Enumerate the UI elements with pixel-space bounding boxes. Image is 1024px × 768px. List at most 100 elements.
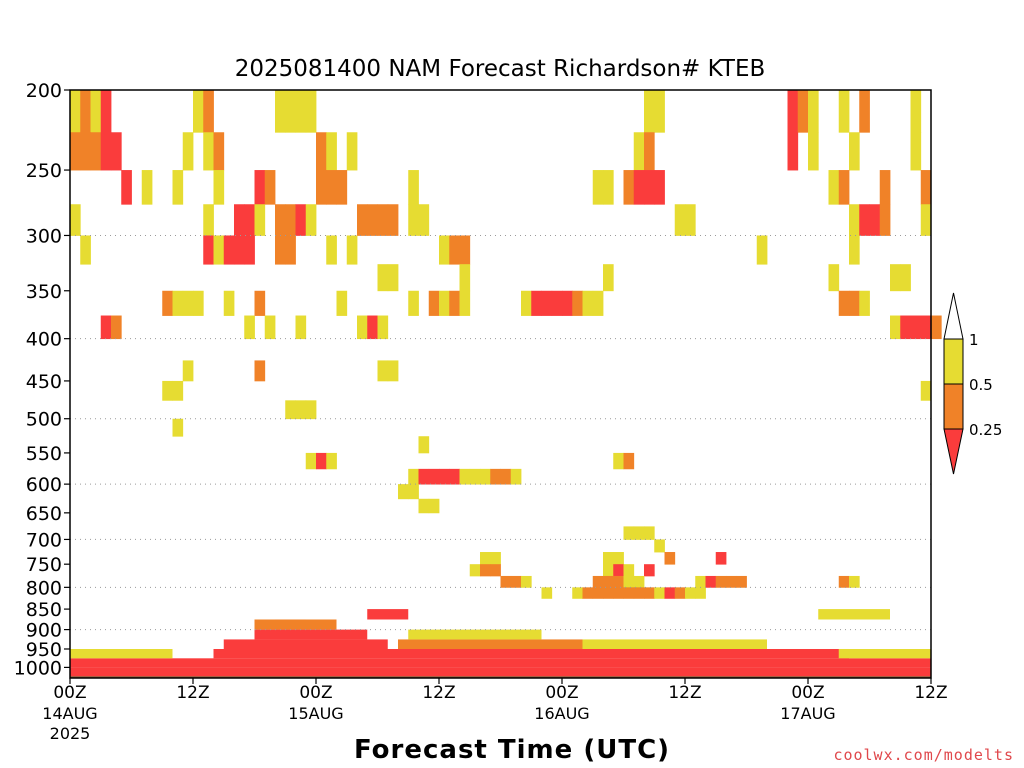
ri-cell — [203, 235, 214, 265]
y-tick-label: 550 — [26, 443, 62, 465]
ri-cell — [70, 204, 81, 236]
ri-cell — [603, 587, 614, 599]
boundary-band — [818, 609, 890, 620]
ri-cell — [705, 575, 717, 588]
ri-cell — [80, 132, 91, 171]
ri-cell — [756, 235, 768, 265]
ri-cell — [254, 290, 266, 316]
ri-cell — [879, 170, 891, 205]
ri-cell — [469, 468, 481, 485]
ri-cell — [480, 564, 491, 577]
ri-cell — [295, 315, 307, 340]
ri-cell — [633, 575, 645, 588]
ri-cell — [603, 552, 614, 565]
ri-cell — [849, 235, 860, 265]
ri-cell — [285, 90, 296, 133]
ri-cell — [920, 204, 932, 236]
y-tick-label: 400 — [26, 329, 62, 351]
ri-cell — [654, 90, 665, 133]
x-tick-label: 00Z — [791, 683, 824, 703]
x-axis-label: Forecast Time (UTC) — [354, 735, 670, 765]
ri-cell — [234, 235, 245, 265]
legend-swatch-red — [943, 428, 964, 475]
ri-cell — [111, 315, 122, 340]
ri-cell — [254, 204, 266, 236]
ri-cell — [418, 498, 430, 514]
boundary-band — [838, 648, 931, 659]
x-tick-label: 12Z — [176, 683, 209, 703]
ri-cell — [695, 587, 706, 599]
boundary-band — [582, 639, 767, 649]
ri-cell — [490, 564, 501, 577]
ri-cell — [808, 90, 819, 133]
ri-cell — [244, 204, 255, 236]
ri-cell — [213, 170, 225, 205]
ri-cell — [787, 132, 799, 171]
ri-cell — [490, 552, 501, 565]
ri-cell — [623, 452, 635, 470]
ri-cell — [633, 526, 645, 540]
ri-cell — [644, 564, 655, 577]
ri-cell — [633, 132, 645, 171]
ri-cell — [838, 90, 850, 133]
ri-cell — [182, 360, 194, 382]
ri-cell — [551, 290, 563, 316]
ri-cell — [674, 204, 686, 236]
ri-cell — [828, 170, 840, 205]
ri-cell — [316, 452, 327, 470]
ri-cell — [920, 315, 932, 340]
ri-cell — [480, 552, 491, 565]
ri-cell — [408, 484, 419, 500]
ri-cell — [418, 436, 430, 454]
ri-cell — [428, 468, 440, 485]
x-tick-label: 00Z — [299, 683, 332, 703]
y-tick-label: 350 — [26, 281, 62, 303]
ri-cell — [459, 290, 471, 316]
ri-cell — [664, 552, 676, 565]
ri-cell — [346, 132, 358, 171]
ri-cell — [213, 235, 225, 265]
ri-cell — [90, 132, 102, 171]
ground-band — [70, 676, 931, 678]
ri-cell — [685, 587, 696, 599]
ri-cell — [900, 315, 911, 340]
ri-cell — [223, 290, 235, 316]
ri-cell — [644, 170, 655, 205]
ri-cell — [654, 539, 665, 553]
ri-cell — [623, 170, 635, 205]
ri-cell — [572, 587, 583, 599]
ri-cell — [305, 204, 317, 236]
ri-cell — [305, 400, 317, 420]
ri-cell — [500, 575, 512, 588]
ri-cell — [408, 204, 419, 236]
ri-cell — [326, 452, 337, 470]
x-tick-label: 12Z — [914, 683, 947, 703]
ri-cell — [203, 90, 214, 133]
ri-cell — [920, 380, 932, 401]
ri-cell — [326, 132, 337, 171]
ri-cell — [726, 575, 737, 588]
boundary-band — [70, 648, 173, 659]
ri-cell — [623, 526, 635, 540]
ri-cell — [613, 575, 624, 588]
ri-cell — [572, 290, 583, 316]
ri-cell — [172, 170, 184, 205]
ri-cell — [449, 235, 460, 265]
ri-cell — [531, 290, 542, 316]
credit-text: coolwx.com/modelts — [833, 746, 1014, 764]
ri-cell — [910, 90, 922, 133]
boundary-band — [70, 658, 931, 668]
ri-cell — [603, 575, 614, 588]
ri-cell — [336, 170, 348, 205]
ri-cell — [910, 132, 922, 171]
ri-cell — [80, 90, 91, 133]
ri-cell — [459, 264, 471, 292]
ri-cell — [592, 290, 604, 316]
ri-cell — [521, 290, 532, 316]
ri-cell — [316, 170, 327, 205]
ri-cell — [480, 468, 491, 485]
chart-title: 2025081400 NAM Forecast Richardson# KTEB — [235, 56, 766, 82]
ri-cell — [182, 132, 194, 171]
boundary-band — [367, 609, 409, 620]
